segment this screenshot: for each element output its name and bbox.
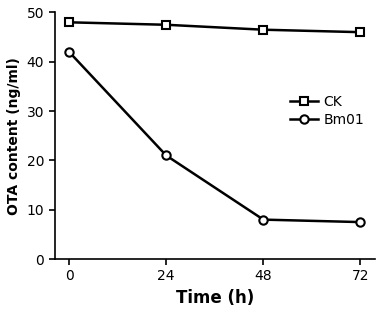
Bm01 <box>261 218 265 221</box>
Line: Bm01: Bm01 <box>65 48 365 226</box>
Bm01 <box>67 50 71 54</box>
CK <box>164 23 168 27</box>
CK <box>67 20 71 24</box>
Line: CK: CK <box>65 18 365 36</box>
Bm01 <box>358 220 363 224</box>
X-axis label: Time (h): Time (h) <box>176 289 254 307</box>
Legend: CK, Bm01: CK, Bm01 <box>286 91 368 131</box>
CK <box>358 30 363 34</box>
CK <box>261 28 265 32</box>
Y-axis label: OTA content (ng/ml): OTA content (ng/ml) <box>7 57 21 215</box>
Bm01 <box>164 154 168 157</box>
